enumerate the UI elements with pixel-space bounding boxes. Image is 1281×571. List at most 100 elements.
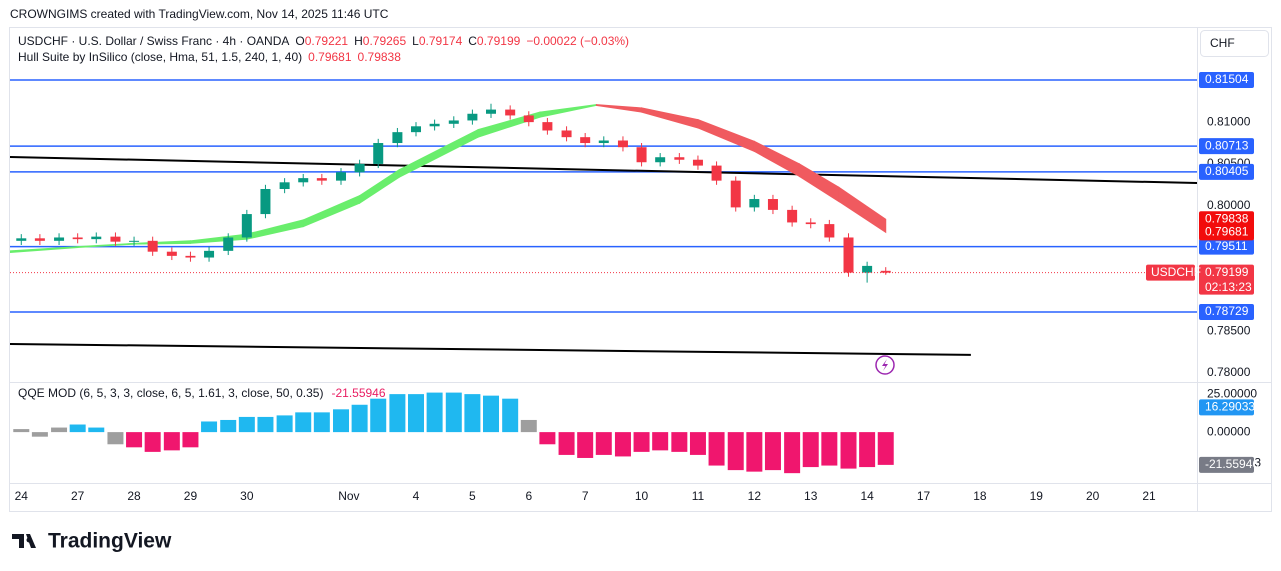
x-tick-label: 14 xyxy=(860,489,874,503)
candle-body xyxy=(34,238,45,241)
candle-body xyxy=(354,163,365,173)
currency-button[interactable] xyxy=(1200,30,1269,57)
qqe-tag-bg xyxy=(1199,399,1254,416)
hull-band xyxy=(595,104,643,113)
candle-body xyxy=(411,126,422,133)
candle-body xyxy=(692,159,703,166)
histogram-bar xyxy=(671,432,688,452)
x-tick-label: 17 xyxy=(917,489,931,503)
countdown: 02:13:23 xyxy=(1205,280,1252,294)
hull-band xyxy=(838,186,887,234)
indicator-value: 0.79681 xyxy=(308,50,352,64)
candle-body xyxy=(542,122,553,131)
candle-body xyxy=(598,140,609,144)
hull-tag: 0.79838 xyxy=(1205,211,1249,225)
candle-body xyxy=(862,265,873,273)
x-tick-label: 19 xyxy=(1030,489,1044,503)
level-tag: 0.80405 xyxy=(1205,164,1249,178)
symbol-header: USDCHF · U.S. Dollar / Swiss Franc · 4h … xyxy=(18,34,629,48)
y-tick-label: 0.78500 xyxy=(1207,323,1251,337)
qqe-value: -21.55946 xyxy=(331,386,385,400)
ohlc-value: 0.79265 xyxy=(363,34,407,48)
currency-label[interactable]: CHF xyxy=(1210,36,1235,50)
ohlc-label: O xyxy=(295,34,304,48)
qqe-last-tag: -21.55946 xyxy=(1205,457,1259,471)
candle-body xyxy=(260,188,271,215)
candle-body xyxy=(16,238,27,241)
x-tick-label: 10 xyxy=(635,489,649,503)
level-tag: 0.78729 xyxy=(1205,304,1249,318)
histogram-bar xyxy=(144,432,161,452)
candle-body xyxy=(711,165,722,181)
histogram-bar xyxy=(313,412,330,433)
hull-tag: 0.79681 xyxy=(1205,225,1249,239)
y-tick-label: 0.00000 xyxy=(1207,424,1251,438)
candle-body xyxy=(674,157,685,160)
histogram-bar xyxy=(163,432,180,451)
hull-band xyxy=(10,246,79,254)
histogram-bar xyxy=(689,432,706,455)
candle-body xyxy=(316,178,327,181)
histogram-bar xyxy=(520,419,537,433)
candle-body xyxy=(298,178,309,183)
x-tick-label: 11 xyxy=(692,489,705,503)
histogram-bar xyxy=(859,432,876,468)
histogram-bar xyxy=(558,432,575,455)
ohlc-value: 0.79221 xyxy=(305,34,349,48)
axes: 0.780000.785000.790000.795000.800000.805… xyxy=(15,71,1261,503)
histogram-bar xyxy=(276,415,293,433)
ohlc-label: H xyxy=(354,34,363,48)
y-tick-label: 0.78000 xyxy=(1207,365,1251,379)
hull-band xyxy=(246,219,304,240)
level-tag: 0.81504 xyxy=(1205,72,1249,86)
logo-text: TradingView xyxy=(48,530,172,553)
candle-body xyxy=(655,157,666,163)
candle-body xyxy=(749,199,760,208)
last-price-tag-bg xyxy=(1199,264,1254,295)
symbol-line: USDCHF · U.S. Dollar / Swiss Franc · 4h … xyxy=(18,34,289,48)
histogram-bar xyxy=(502,398,519,433)
histogram-bar xyxy=(182,432,199,448)
x-tick-label: 7 xyxy=(582,489,589,503)
x-tick-label: 18 xyxy=(973,489,987,503)
histogram-bar xyxy=(877,432,894,465)
histogram-bar xyxy=(257,416,274,433)
qqe-pane xyxy=(13,392,894,474)
histogram-bar xyxy=(821,432,838,466)
hull-band xyxy=(133,240,191,245)
hull-band xyxy=(798,163,840,203)
histogram-bar xyxy=(708,432,725,466)
candle-body xyxy=(185,255,196,258)
hull-tag-bg xyxy=(1199,224,1254,241)
x-tick-label: 5 xyxy=(469,489,476,503)
main-pane xyxy=(10,79,1197,356)
histogram-bar xyxy=(51,427,68,433)
candle-body xyxy=(336,172,347,181)
histogram-bar xyxy=(13,429,30,433)
histogram-bar xyxy=(784,432,801,474)
candle-body xyxy=(636,147,647,163)
y-tick-label: 0.80000 xyxy=(1207,198,1251,212)
price-change: −0.00022 (−0.03%) xyxy=(526,34,629,48)
histogram-bar xyxy=(69,424,86,433)
logo xyxy=(12,534,36,548)
candle-body xyxy=(767,199,778,210)
x-tick-label: 12 xyxy=(748,489,762,503)
histogram-bar xyxy=(238,416,255,433)
candle-body xyxy=(580,137,591,144)
x-tick-label: 29 xyxy=(184,489,198,503)
histogram-bar xyxy=(201,421,218,433)
x-tick-label: 13 xyxy=(804,489,818,503)
candle-body xyxy=(429,123,440,127)
qqe-header: QQE MOD (6, 5, 3, 3, close, 6, 5, 1.61, … xyxy=(18,386,386,400)
attribution: CROWNGIMS created with TradingView.com, … xyxy=(10,7,389,21)
hull-band xyxy=(359,168,400,205)
level-tag-bg xyxy=(1199,238,1254,255)
trendline xyxy=(10,342,971,356)
hull-band xyxy=(641,107,699,129)
candle-body xyxy=(448,120,459,124)
y-tick-label: 0.81000 xyxy=(1207,114,1251,128)
ohlc-label: C xyxy=(468,34,477,48)
histogram-bar xyxy=(727,432,744,471)
histogram-bar xyxy=(539,432,556,445)
